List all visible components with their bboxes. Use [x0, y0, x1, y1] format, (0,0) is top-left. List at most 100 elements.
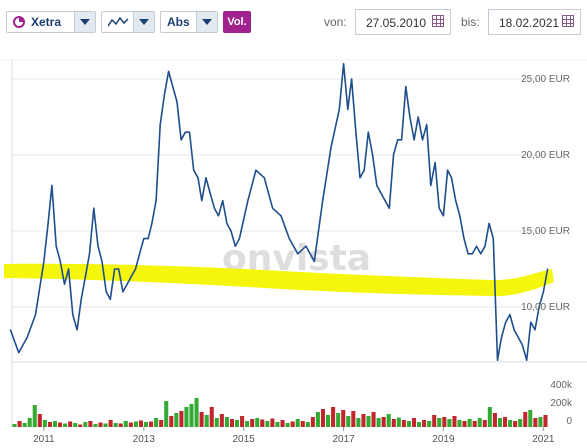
- price-series: [9, 62, 549, 362]
- price-point: [222, 200, 224, 202]
- volume-bar: [538, 417, 543, 427]
- price-line: [9, 62, 549, 362]
- volume-bar: [487, 407, 492, 427]
- volume-bar: [204, 415, 209, 427]
- price-point: [313, 260, 315, 262]
- volume-bar: [381, 417, 386, 427]
- price-point: [392, 154, 395, 156]
- price-point: [217, 215, 220, 217]
- chart-type-select[interactable]: [101, 11, 155, 33]
- price-point: [517, 336, 519, 338]
- price-point: [88, 253, 91, 255]
- price-point: [288, 238, 290, 240]
- price-point: [84, 276, 87, 278]
- x-tick-label: 2019: [432, 434, 455, 445]
- price-point: [426, 124, 428, 126]
- volume-bar: [133, 421, 138, 427]
- price-point: [434, 162, 436, 164]
- price-point: [59, 260, 61, 262]
- price-point: [442, 215, 444, 217]
- price-point: [205, 177, 207, 179]
- price-point: [101, 260, 103, 262]
- calendar-icon[interactable]: [432, 15, 444, 27]
- volume-bar: [73, 423, 78, 427]
- volume-bar: [386, 414, 391, 427]
- calendar-icon[interactable]: [562, 15, 574, 27]
- volume-bar: [27, 418, 32, 427]
- price-point: [538, 306, 540, 308]
- chevron-down-icon[interactable]: [74, 12, 95, 32]
- volume-bar: [63, 423, 68, 427]
- volume-toggle-button[interactable]: Vol.: [223, 11, 251, 33]
- volume-bar: [118, 423, 123, 427]
- price-point: [263, 177, 265, 179]
- exchange-select[interactable]: Xetra: [6, 11, 96, 33]
- volume-bar: [108, 420, 113, 427]
- y-tick-label: 20,00 EUR: [521, 150, 570, 161]
- volume-bar: [143, 422, 149, 427]
- price-point: [359, 177, 361, 179]
- volume-bar: [194, 398, 199, 427]
- price-point: [471, 253, 473, 255]
- volume-bar: [58, 422, 63, 427]
- price-point: [122, 291, 124, 293]
- volume-bar: [406, 421, 411, 427]
- scale-select[interactable]: Abs: [160, 11, 218, 33]
- volume-bar: [154, 418, 159, 427]
- volume-bar: [523, 412, 528, 427]
- price-point: [347, 108, 349, 110]
- volume-tick-label: 400k: [550, 380, 573, 391]
- price-point: [476, 245, 478, 247]
- volume-bar: [12, 424, 17, 427]
- volume-bar: [245, 421, 250, 427]
- volume-bar: [149, 421, 154, 427]
- price-point: [492, 238, 494, 240]
- volume-bar: [295, 419, 300, 427]
- volume-bar: [138, 420, 143, 427]
- trend-band: [4, 263, 554, 297]
- chevron-down-icon[interactable]: [196, 12, 217, 32]
- price-point: [455, 200, 457, 202]
- price-point: [197, 177, 199, 179]
- volume-bar: [179, 411, 184, 427]
- price-point: [272, 207, 274, 209]
- price-point: [388, 207, 390, 209]
- price-point: [184, 131, 186, 133]
- price-point: [76, 329, 78, 331]
- volume-bar: [169, 416, 174, 427]
- price-point: [188, 131, 191, 133]
- price-point: [226, 222, 228, 224]
- volume-bar: [93, 424, 98, 427]
- price-point: [413, 139, 415, 141]
- price-point: [18, 352, 20, 354]
- volume-bar: [482, 420, 487, 427]
- price-point: [209, 192, 211, 194]
- volume-bar: [331, 407, 336, 427]
- price-point: [534, 329, 536, 331]
- to-date-value: 18.02.2021: [499, 16, 560, 30]
- price-point: [180, 139, 182, 141]
- price-point: [297, 253, 299, 255]
- volume-bar: [497, 418, 502, 427]
- chevron-down-icon[interactable]: [133, 12, 154, 32]
- volume-bar: [52, 421, 58, 427]
- volume-bar: [391, 419, 396, 427]
- from-date-field[interactable]: 27.05.2010: [355, 9, 451, 35]
- volume-bar: [411, 418, 417, 427]
- price-point: [496, 359, 499, 361]
- volume-bar: [189, 404, 194, 427]
- price-point: [526, 359, 528, 361]
- price-point: [234, 245, 236, 247]
- price-point: [384, 200, 386, 202]
- price-point: [280, 215, 282, 217]
- price-point: [363, 169, 365, 171]
- volume-bar: [477, 418, 482, 427]
- price-point: [367, 131, 369, 133]
- volume-axis-ticks: 400k 200k 0: [550, 380, 573, 427]
- price-point: [338, 108, 340, 110]
- price-point: [438, 207, 440, 209]
- to-date-field[interactable]: 18.02.2021: [488, 9, 581, 35]
- price-point: [542, 291, 544, 293]
- from-label: von:: [324, 15, 347, 29]
